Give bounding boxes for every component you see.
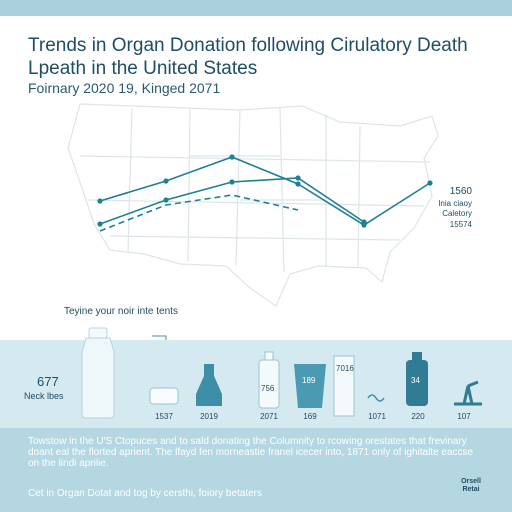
data-point — [97, 221, 103, 227]
stand-icon — [454, 380, 482, 406]
bottle-icon — [81, 327, 115, 419]
canister-icon — [406, 352, 428, 406]
series-line — [99, 156, 431, 226]
object-label: 1537 — [155, 412, 173, 421]
object-inner-label: 7016 — [336, 364, 354, 373]
object-label: 2071 — [260, 412, 278, 421]
object-inner-label: 756 — [261, 384, 275, 393]
object-label: 220 — [411, 412, 425, 421]
top-bar — [0, 0, 512, 16]
object-label: 107 — [457, 412, 471, 421]
object-label: 2019 — [200, 412, 218, 421]
small-bottle-icon — [258, 351, 280, 409]
cup-icon — [294, 364, 326, 408]
stat-value: 677 — [37, 374, 59, 389]
us-map-background — [67, 103, 439, 307]
description-text: Towstow in the U'S Ctopuces and to sald … — [28, 436, 474, 469]
data-point — [427, 180, 433, 186]
stat-label: Neck lbes — [24, 391, 64, 401]
right-value-label: 1560 — [449, 186, 472, 197]
right-caption-label: Caletory — [442, 209, 472, 218]
data-point — [295, 181, 301, 187]
data-point — [361, 219, 367, 225]
right-value-label: 15574 — [449, 220, 472, 229]
data-point — [163, 197, 169, 203]
callout-text: Teyine your noir inte tents — [64, 306, 178, 317]
tall-box-icon — [333, 355, 355, 417]
data-point — [97, 198, 103, 204]
series-line — [99, 194, 299, 232]
data-point — [229, 179, 235, 185]
data-point — [163, 178, 169, 184]
footer-text: Cet in Organ Dotat and tog by cersthi, f… — [28, 488, 263, 499]
object-label: 1071 — [368, 412, 386, 421]
flask-icon — [196, 364, 222, 406]
right-caption-label: Inia ciaoy — [438, 199, 472, 208]
data-point — [295, 175, 301, 181]
us-map-state-lines — [79, 107, 431, 273]
object-label: 169 — [303, 412, 317, 421]
data-point — [229, 154, 235, 160]
chart-title: Trends in Organ Donation following Cirul… — [28, 35, 468, 79]
us-map-outline — [67, 103, 439, 307]
wave-icon — [367, 394, 385, 402]
brand-logo: Orsell Retai — [461, 478, 481, 493]
object-inner-label: 189 — [302, 376, 316, 385]
chart-subtitle: Foirnary 2020 19, Kinged 2071 — [28, 80, 221, 96]
disc-icon — [149, 387, 179, 405]
footer-panel — [0, 428, 512, 512]
object-inner-label: 34 — [411, 376, 420, 385]
